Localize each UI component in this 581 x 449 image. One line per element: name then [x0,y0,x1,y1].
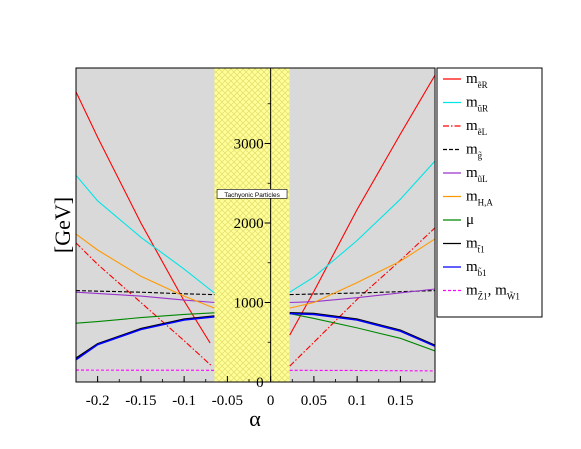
region-label-box [216,189,288,199]
series-line-6-right [289,313,435,352]
x-tick-label: 0 [267,393,275,409]
series-line-4-left [76,291,215,304]
legend-sub: g̃ [478,151,483,161]
legend-main: m [466,95,478,111]
series-line-2-right [289,227,435,367]
legend-main: μ [466,212,474,228]
series-line-5-left [76,233,215,309]
region-label: Tachyonic Particles [224,192,280,199]
y-tick-label: 3000 [234,137,264,153]
legend-sub: t̃1 [477,245,484,255]
legend-sub: Z̃1 [478,292,488,302]
legend-entry: mb̃1 [466,259,487,278]
legend-main: m [466,71,478,87]
legend-entry: mẽR [466,71,488,90]
legend-sub: H,A [478,198,494,208]
x-tick-label: 0.1 [348,393,367,409]
legend-entry: mZ̃1, mW̃1 [466,283,520,302]
legend-main: m [466,236,478,252]
legend-main: m [466,142,478,158]
legend-main: m [466,118,478,134]
legend-entry: mẽL [466,118,487,137]
x-tick-label: 0.15 [387,393,413,409]
legend-main: m [466,283,478,299]
series-line-2-left [76,242,213,367]
series-line-8-left [76,316,215,361]
legend-box [436,67,543,318]
legend-entry: mt̃1 [466,236,485,255]
tachyonic-region [214,68,290,382]
legend-entry: μ [466,212,474,228]
series-line-0-left [76,91,211,344]
x-tick-label: 0.05 [301,393,327,409]
legend-entry: mũR [466,95,488,114]
series-line-3-left [76,290,215,296]
series-line-3-right [289,290,435,296]
region-label-group: Tachyonic Particles [216,189,288,199]
x-tick-label: -0.05 [212,393,243,409]
legend-sub: ẽL [478,127,488,137]
legend-sub: b̃1 [478,268,487,278]
legend-sub: ẽR [478,80,488,90]
x-tick-label: -0.15 [125,393,156,409]
legend-main: m [466,165,478,181]
x-tick-label: -0.2 [86,393,110,409]
y-axis-label: [GeV] [50,197,75,253]
legend-entry: mũL [466,165,488,184]
series-layer [76,74,435,372]
y-tick-label: 2000 [234,216,264,232]
y-axis: 0 1000 2000 3000 [234,103,271,391]
series-line-5-right [289,238,435,309]
legend-entry: mg̃ [466,142,483,161]
legend-sub: ũL [478,174,488,184]
legend-entry: mH,A [466,189,493,208]
series-line-8-right [289,312,435,347]
series-line-9-right [289,369,435,372]
legend-main: m [466,259,478,275]
legend-extra-sub: W̃1 [507,292,520,302]
x-axis-label: α [249,406,261,431]
series-line-4-right [289,288,435,304]
legend-main: m [466,189,478,205]
legend-sub: ũR [478,104,489,114]
series-line-6-left [76,312,215,324]
series-line-1-right [289,160,435,293]
x-axis: -0.2 -0.15 -0.1 -0.05 0 0.05 0.1 0.15 [75,376,423,409]
y-tick-label: 0 [256,375,264,391]
plot-frame [75,67,436,383]
legend-extra-main: , m [488,283,508,299]
y-tick-label: 1000 [234,296,264,312]
series-line-0-right [289,74,435,336]
series-line-1-left [76,174,215,294]
x-tick-label: -0.1 [172,393,196,409]
